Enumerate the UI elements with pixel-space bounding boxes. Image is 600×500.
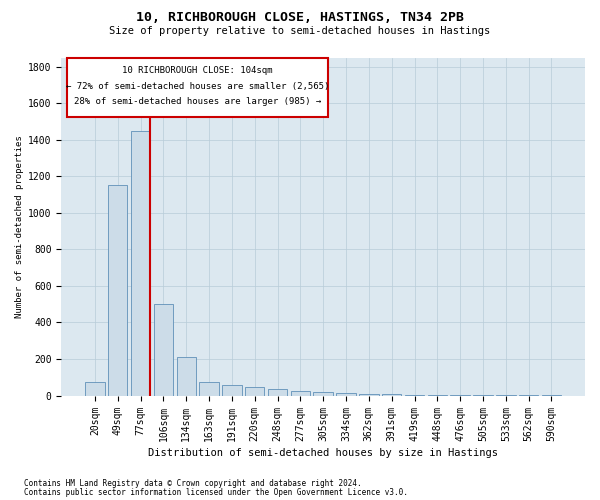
Bar <box>359 394 379 396</box>
Text: Contains HM Land Registry data © Crown copyright and database right 2024.: Contains HM Land Registry data © Crown c… <box>24 479 362 488</box>
X-axis label: Distribution of semi-detached houses by size in Hastings: Distribution of semi-detached houses by … <box>148 448 498 458</box>
Bar <box>313 392 333 396</box>
FancyBboxPatch shape <box>67 58 328 116</box>
Bar <box>245 388 265 396</box>
Bar <box>290 391 310 396</box>
Bar <box>131 130 150 396</box>
Bar <box>154 304 173 396</box>
Text: 28% of semi-detached houses are larger (985) →: 28% of semi-detached houses are larger (… <box>74 98 321 106</box>
Bar <box>451 395 470 396</box>
Bar <box>268 389 287 396</box>
Bar <box>85 382 104 396</box>
Text: ← 72% of semi-detached houses are smaller (2,565): ← 72% of semi-detached houses are smalle… <box>66 82 329 91</box>
Text: 10 RICHBOROUGH CLOSE: 104sqm: 10 RICHBOROUGH CLOSE: 104sqm <box>122 66 273 75</box>
Bar <box>405 394 424 396</box>
Bar <box>222 384 242 396</box>
Y-axis label: Number of semi-detached properties: Number of semi-detached properties <box>15 135 24 318</box>
Bar <box>176 357 196 396</box>
Bar <box>199 382 219 396</box>
Bar <box>382 394 401 396</box>
Bar <box>337 393 356 396</box>
Bar <box>108 186 127 396</box>
Text: Size of property relative to semi-detached houses in Hastings: Size of property relative to semi-detach… <box>109 26 491 36</box>
Text: 10, RICHBOROUGH CLOSE, HASTINGS, TN34 2PB: 10, RICHBOROUGH CLOSE, HASTINGS, TN34 2P… <box>136 11 464 24</box>
Text: Contains public sector information licensed under the Open Government Licence v3: Contains public sector information licen… <box>24 488 408 497</box>
Bar <box>428 395 447 396</box>
